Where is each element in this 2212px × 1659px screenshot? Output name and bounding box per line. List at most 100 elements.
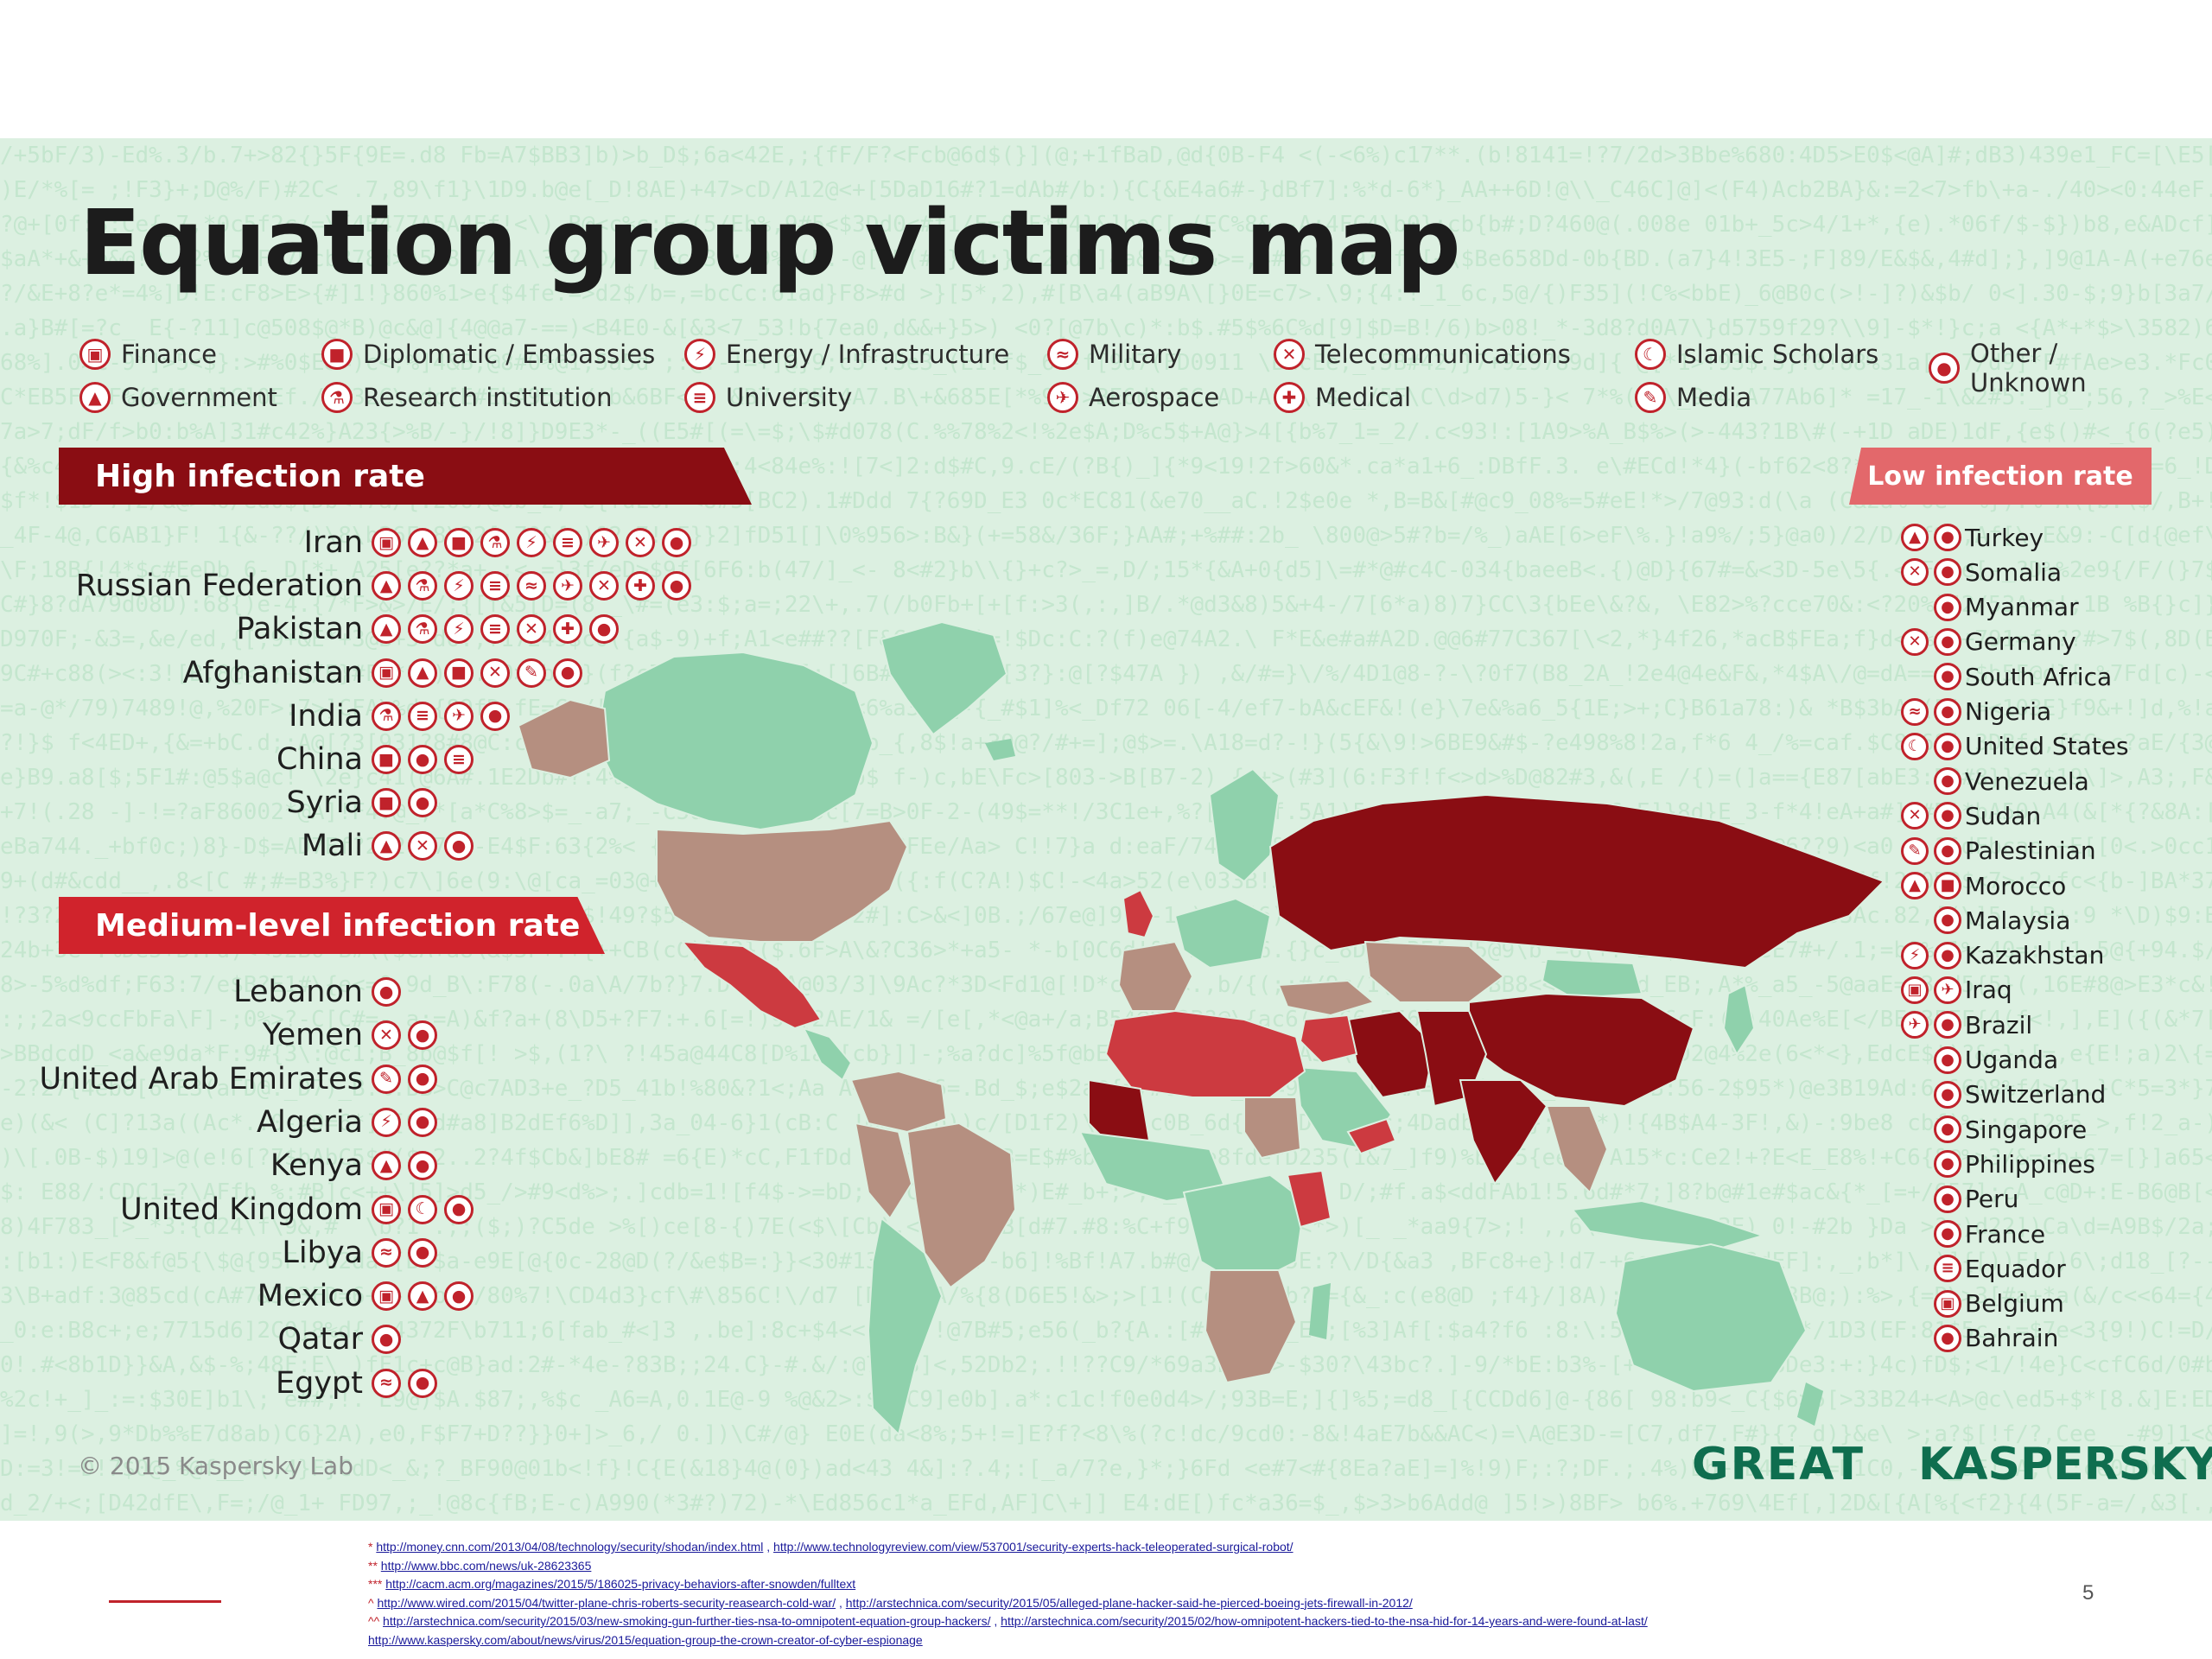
map-brazil <box>906 1122 1017 1289</box>
country-name: Peru <box>1965 1185 2019 1214</box>
aerospace-icon: ✈ <box>1934 976 1961 1004</box>
country-row: ≡ Equador <box>1889 1251 2200 1286</box>
energy-icon: ⚡ <box>372 1107 401 1137</box>
map-syria-iraq <box>1299 1014 1358 1065</box>
country-row: ▲ ● Turkey <box>1889 520 2200 555</box>
diplomatic-icon: ■ <box>372 788 401 818</box>
aerospace-icon: ✈ <box>1901 1011 1929 1039</box>
country-row: ▲ ■ Morocco <box>1889 868 2200 903</box>
other-icon: ● <box>408 1151 437 1181</box>
military-icon: ≈ <box>517 571 546 601</box>
research-icon: ⚗ <box>408 614 437 645</box>
finance-icon: ▣ <box>372 658 401 688</box>
energy-icon: ⚡ <box>444 614 474 645</box>
country-name: Palestinian <box>1965 836 2096 866</box>
country-name: Qatar <box>277 1322 363 1357</box>
map-north-africa <box>1104 1009 1306 1098</box>
military-icon: ≈ <box>1901 697 1929 726</box>
country-name: Algeria <box>257 1104 363 1140</box>
sector-icons: ≈ ● <box>372 1368 444 1398</box>
government-icon: ▲ <box>79 382 111 413</box>
reference-line: * http://money.cnn.com/2013/04/08/techno… <box>368 1540 1294 1554</box>
reference-link[interactable]: http://money.cnn.com/2013/04/08/technolo… <box>376 1540 764 1554</box>
kaspersky-logo: KASPERSKYlab <box>1918 1439 2212 1491</box>
legend-item: ✈ Aerospace <box>1047 382 1219 413</box>
map-japan <box>1722 983 1756 1056</box>
legend-item: ▲ Government <box>79 382 277 413</box>
research-icon: ⚗ <box>408 571 437 601</box>
sector-icons: ▣ ▲ ■ ✕ ✎ ● <box>372 658 589 688</box>
country-row: Algeria ⚡ ● <box>257 1103 734 1141</box>
military-icon: ≈ <box>1047 339 1078 370</box>
country-name: Singapore <box>1965 1115 2088 1144</box>
reference-link[interactable]: http://www.kaspersky.com/about/news/viru… <box>368 1632 923 1647</box>
country-row: Libya ≈ ● <box>282 1234 734 1272</box>
legend-item: ⚗ Research institution <box>321 382 613 413</box>
country-name: United Arab Emirates <box>39 1061 363 1096</box>
country-row: Qatar ● <box>277 1320 734 1358</box>
energy-icon: ⚡ <box>444 571 474 601</box>
map-australia <box>1614 1243 1808 1393</box>
reference-link[interactable]: http://www.bbc.com/news/uk-28623365 <box>380 1558 592 1573</box>
legend-label: Finance <box>121 340 217 369</box>
sector-icons: ≈ ● <box>372 1237 444 1268</box>
finance-icon: ▣ <box>1934 1289 1961 1318</box>
islamic-scholars-icon: ☾ <box>1901 732 1929 760</box>
country-row: ✕ ● Germany <box>1889 625 2200 659</box>
other-icon: ● <box>553 658 582 688</box>
country-name: Switzerland <box>1965 1080 2107 1109</box>
country-name: Iran <box>303 525 363 560</box>
map-sudan <box>1243 1096 1302 1160</box>
country-row: ● South Africa <box>1889 659 2200 694</box>
country-name: Egypt <box>276 1365 363 1401</box>
country-row: Afghanistan ▣ ▲ ■ ✕ ✎ ● <box>183 654 734 692</box>
map-russia <box>1268 793 1885 969</box>
other-icon: ● <box>408 1064 437 1094</box>
country-row: Kenya ▲ ● <box>270 1147 734 1185</box>
university-icon: ≡ <box>408 701 437 731</box>
sector-icons: ■ ● ≡ <box>372 745 480 774</box>
country-name: Lebanon <box>233 975 363 1009</box>
reference-link[interactable]: http://www.technologyreview.com/view/537… <box>773 1540 1294 1554</box>
government-icon: ▲ <box>372 614 401 645</box>
copyright: © 2015 Kaspersky Lab <box>78 1452 353 1480</box>
reference-link[interactable]: http://arstechnica.com/security/2015/03/… <box>383 1614 991 1628</box>
university-icon: ≡ <box>684 382 715 413</box>
references: * http://money.cnn.com/2013/04/08/techno… <box>368 1538 2027 1649</box>
country-name: Somalia <box>1965 557 2063 587</box>
country-row: ● Singapore <box>1889 1112 2200 1147</box>
country-name: Kenya <box>270 1148 363 1184</box>
reference-link[interactable]: http://arstechnica.com/security/2015/05/… <box>845 1595 1413 1610</box>
country-name: South Africa <box>1965 662 2113 691</box>
other-icon: ● <box>372 1325 401 1355</box>
reference-link[interactable]: http://www.wired.com/2015/04/twitter-pla… <box>377 1595 836 1610</box>
legend-label: Military <box>1089 340 1182 369</box>
country-name: Brazil <box>1965 1010 2033 1039</box>
legend-item: ● Other / Unknown <box>1929 339 2171 397</box>
map-mexico <box>680 940 823 1030</box>
reference-line: ** http://www.bbc.com/news/uk-28623365 <box>368 1557 2027 1576</box>
other-icon: ● <box>1934 1011 1961 1039</box>
world-map <box>517 620 1885 1436</box>
reference-link[interactable]: http://arstechnica.com/security/2015/02/… <box>1001 1614 1648 1628</box>
other-icon: ● <box>372 977 401 1007</box>
country-name: Syria <box>286 785 364 821</box>
islamic-scholars-icon: ☾ <box>1635 339 1666 370</box>
legend-item: ⚡ Energy / Infrastructure <box>684 339 1009 370</box>
university-icon: ≡ <box>480 614 510 645</box>
country-row: Lebanon ● <box>233 973 734 1011</box>
reference-link[interactable]: http://cacm.acm.org/magazines/2015/5/186… <box>385 1577 856 1591</box>
sector-icons: ⚗ ≡ ✈ ● <box>372 701 517 731</box>
sector-icons: ▣ <box>1889 1289 1961 1318</box>
diplomatic-icon: ■ <box>444 528 474 557</box>
diplomatic-icon: ■ <box>321 339 353 370</box>
reference-line: *** http://cacm.acm.org/magazines/2015/5… <box>368 1575 2027 1594</box>
legend-item: ✚ Medical <box>1274 382 1411 413</box>
country-row: ● Uganda <box>1889 1043 2200 1077</box>
country-name: United States <box>1965 732 2129 761</box>
sector-icons: ⚡ ● <box>372 1107 444 1137</box>
university-icon: ≡ <box>553 528 582 557</box>
map-madagascar <box>1309 1283 1331 1339</box>
sector-icons: ✎ ● <box>372 1064 444 1094</box>
country-row: Pakistan ▲ ⚗ ⚡ ≡ ✕ ✚ ● <box>236 610 734 648</box>
